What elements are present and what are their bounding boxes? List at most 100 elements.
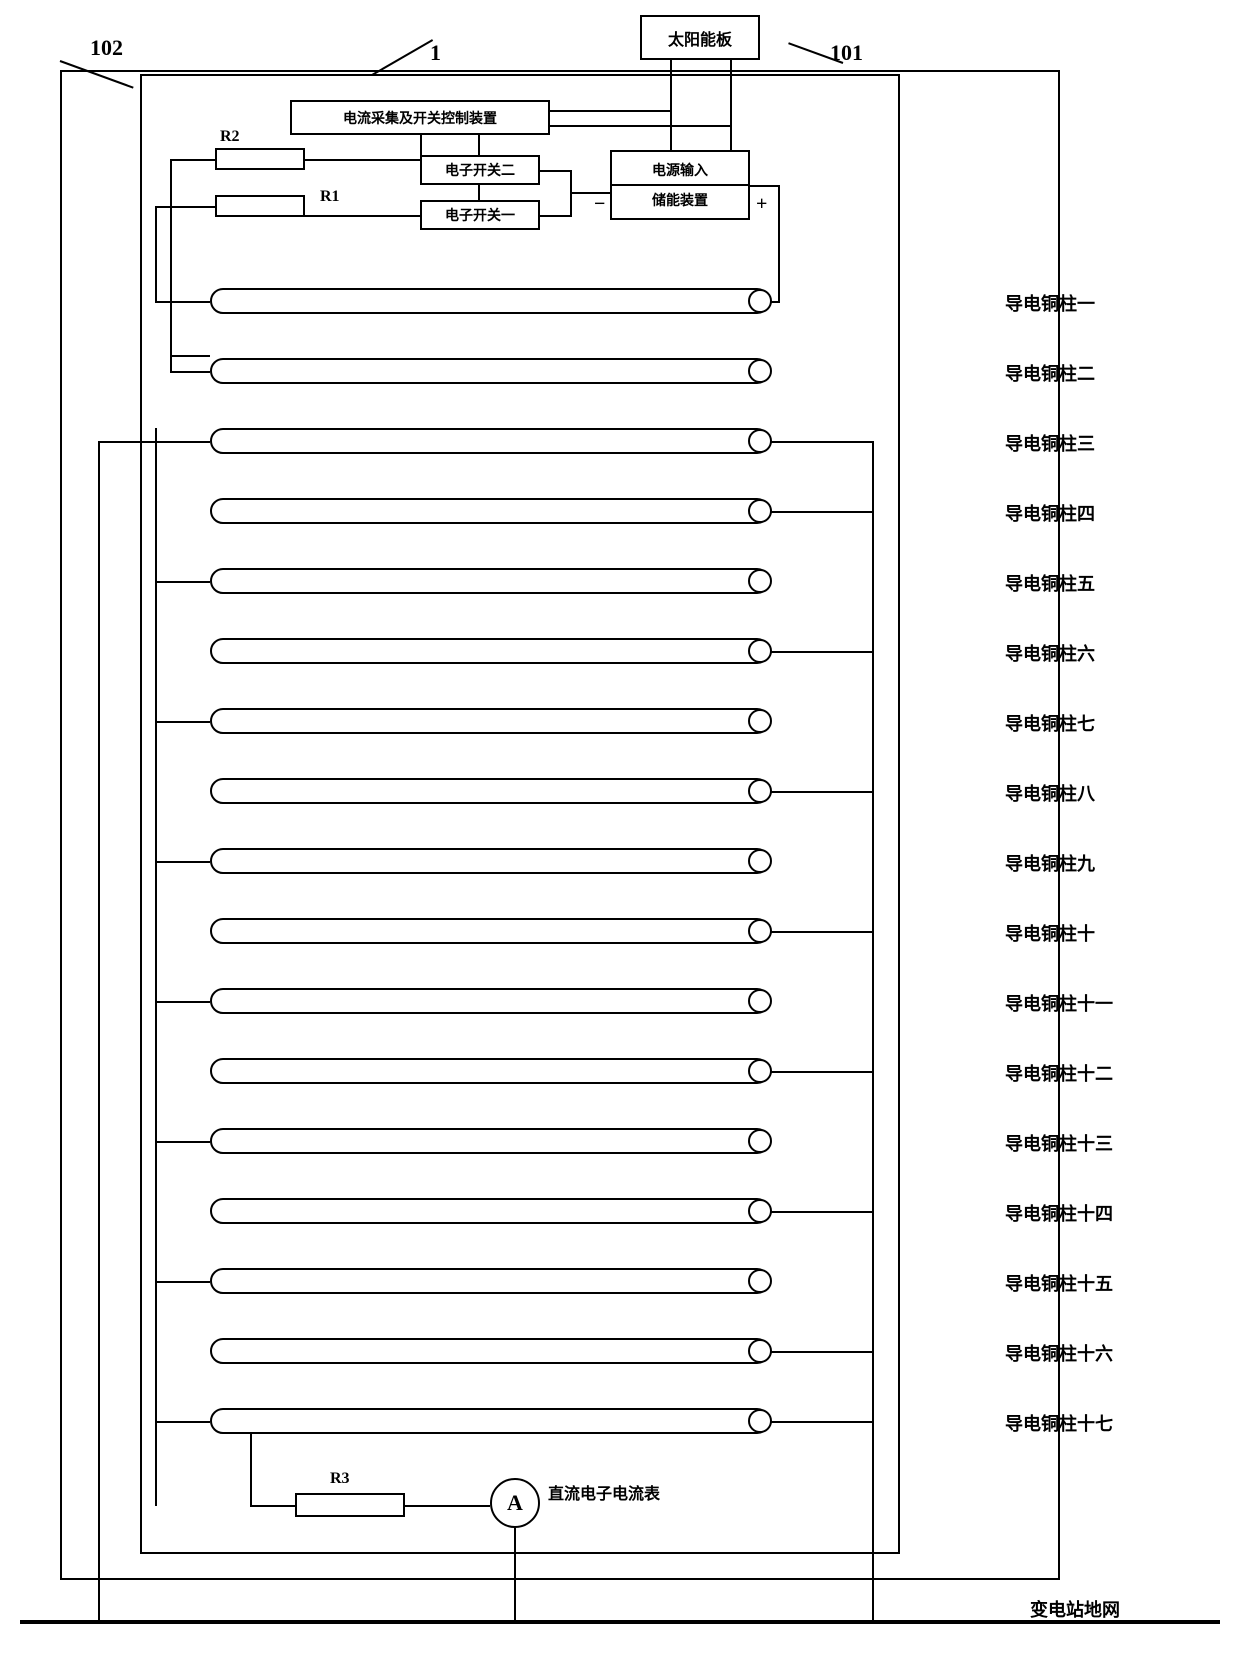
switch-2-box: 电子开关二 xyxy=(420,155,540,185)
ref-101: 101 xyxy=(830,40,863,66)
switch-1-label: 电子开关一 xyxy=(445,205,515,225)
tap-bar15 xyxy=(155,1281,210,1283)
tap-bar14-right xyxy=(770,1211,874,1213)
solar-panel-label: 太阳能板 xyxy=(668,26,732,50)
r2-label: R2 xyxy=(220,128,240,146)
left-outer-bus xyxy=(170,159,172,355)
bar-label-16: 导电铜柱十六 xyxy=(1005,1340,1113,1366)
left-bus-exit-top xyxy=(98,441,155,443)
right-bus-top xyxy=(778,185,780,301)
ground-label: 变电站地网 xyxy=(1030,1596,1120,1622)
tap-bar12-right xyxy=(770,1071,874,1073)
conductor-bar-1 xyxy=(210,288,770,314)
bar-end-14 xyxy=(748,1199,772,1223)
tap-bar3-right xyxy=(770,441,874,443)
conductor-bar-8 xyxy=(210,778,770,804)
tap-bar2-h xyxy=(170,371,210,373)
conductor-bar-17 xyxy=(210,1408,770,1434)
conductor-bar-11 xyxy=(210,988,770,1014)
ammeter-symbol: A xyxy=(490,1478,540,1528)
bar-end-13 xyxy=(748,1129,772,1153)
tap-bar4-right xyxy=(770,511,874,513)
bar-end-6 xyxy=(748,639,772,663)
tap-bar17-left xyxy=(155,1421,210,1423)
bracket-to-power xyxy=(570,192,610,194)
r3-to-ammeter xyxy=(405,1505,490,1507)
current-collector-box: 电流采集及开关控制装置 xyxy=(290,100,550,135)
bar-end-16 xyxy=(748,1339,772,1363)
switch-1-box: 电子开关一 xyxy=(420,200,540,230)
power-plus-out xyxy=(750,185,780,187)
tap-bar11 xyxy=(155,1001,210,1003)
bar-label-7: 导电铜柱七 xyxy=(1005,710,1095,736)
power-input-top-label: 电源输入 xyxy=(652,160,708,184)
bar-label-9: 导电铜柱九 xyxy=(1005,850,1095,876)
r1-label: R1 xyxy=(320,188,340,206)
tap-bar10-right xyxy=(770,931,874,933)
tap-bar6-right xyxy=(770,651,874,653)
bar-label-15: 导电铜柱十五 xyxy=(1005,1270,1113,1296)
tap-bar17-right xyxy=(770,1421,874,1423)
ref-1: 1 xyxy=(430,40,441,66)
ammeter-down xyxy=(514,1528,516,1620)
bar-label-1: 导电铜柱一 xyxy=(1005,290,1095,316)
conductor-bar-15 xyxy=(210,1268,770,1294)
r1-left-wire xyxy=(155,206,215,208)
conductor-bar-9 xyxy=(210,848,770,874)
r2-left-wire xyxy=(170,159,215,161)
bar-end-12 xyxy=(748,1059,772,1083)
r3-resistor xyxy=(295,1493,405,1517)
tap-bar7 xyxy=(155,721,210,723)
conductor-bar-3 xyxy=(210,428,770,454)
tap-bar5 xyxy=(155,581,210,583)
bar-label-12: 导电铜柱十二 xyxy=(1005,1060,1113,1086)
bar-label-17: 导电铜柱十七 xyxy=(1005,1410,1113,1436)
left-odd-bus xyxy=(155,428,157,1506)
conductor-bar-4 xyxy=(210,498,770,524)
power-input-bottom-label: 储能装置 xyxy=(612,184,748,210)
r2-resistor xyxy=(215,148,305,170)
collector-to-solar-2 xyxy=(550,125,732,127)
ammeter-letter: A xyxy=(507,1490,523,1516)
bar17-down xyxy=(250,1434,252,1505)
bar-label-5: 导电铜柱五 xyxy=(1005,570,1095,596)
tap-bar9 xyxy=(155,861,210,863)
bar-label-2: 导电铜柱二 xyxy=(1005,360,1095,386)
diagram-canvas: 102 1 101 太阳能板 电流采集及开关控制装置 电子开关二 电子开关一 电… xyxy=(0,0,1240,1679)
tap-bar13 xyxy=(155,1141,210,1143)
bar17-to-r3 xyxy=(250,1505,295,1507)
bar-label-8: 导电铜柱八 xyxy=(1005,780,1095,806)
conductor-bar-16 xyxy=(210,1338,770,1364)
bar-end-7 xyxy=(748,709,772,733)
tap-bar2-v xyxy=(170,355,172,371)
bar-label-11: 导电铜柱十一 xyxy=(1005,990,1113,1016)
plus-label: + xyxy=(756,193,767,216)
sw1-to-bracket xyxy=(540,215,570,217)
tap-bar8-right xyxy=(770,791,874,793)
conductor-bar-2 xyxy=(210,358,770,384)
solar-panel-box: 太阳能板 xyxy=(640,15,760,60)
switch-2-label: 电子开关二 xyxy=(445,160,515,180)
bar-end-10 xyxy=(748,919,772,943)
r3-label: R3 xyxy=(330,1470,350,1488)
bar-end-4 xyxy=(748,499,772,523)
bar-end-1 xyxy=(748,289,772,313)
solar-line-right xyxy=(730,60,732,150)
collector-down xyxy=(420,135,422,155)
bar-label-14: 导电铜柱十四 xyxy=(1005,1200,1113,1226)
r2-to-sw2 xyxy=(305,159,420,161)
bar-end-15 xyxy=(748,1269,772,1293)
bar-end-2 xyxy=(748,359,772,383)
bar-label-4: 导电铜柱四 xyxy=(1005,500,1095,526)
bar-end-11 xyxy=(748,989,772,1013)
conductor-bar-5 xyxy=(210,568,770,594)
conductor-bar-12 xyxy=(210,1058,770,1084)
ammeter-label: 直流电子电流表 xyxy=(548,1480,660,1504)
power-input-box: 电源输入 储能装置 xyxy=(610,150,750,220)
bar-end-17 xyxy=(748,1409,772,1433)
solar-line-left xyxy=(670,60,672,150)
tap-bar1 xyxy=(155,301,210,303)
current-collector-label: 电流采集及开关控制装置 xyxy=(343,108,497,128)
sw2-to-bracket xyxy=(540,170,570,172)
minus-label: − xyxy=(594,193,605,216)
